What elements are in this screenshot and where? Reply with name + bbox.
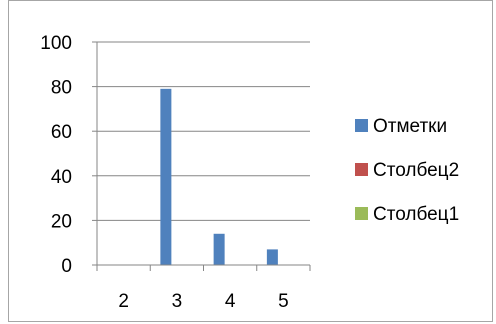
axes <box>92 41 311 271</box>
y-tick-label: 60 <box>51 122 72 143</box>
y-tick-label: 20 <box>51 211 72 232</box>
legend-swatch <box>355 163 368 176</box>
x-axis-tick-labels: 2 3 4 5 <box>118 291 288 312</box>
y-tick-label: 0 <box>61 256 72 277</box>
y-tick-label: 80 <box>51 78 72 99</box>
legend: Отметки Столбец2 Столбец1 <box>355 116 459 225</box>
bars <box>160 88 278 265</box>
legend-label: Столбец2 <box>373 160 459 181</box>
x-tick-label: 4 <box>225 291 236 312</box>
legend-label: Отметки <box>373 116 447 137</box>
chart-frame <box>8 0 493 322</box>
x-tick-label: 3 <box>172 291 183 312</box>
y-tick-label: 100 <box>40 33 72 54</box>
bar-5-series-1 <box>266 249 278 265</box>
x-tick-label: 2 <box>118 291 129 312</box>
x-tick-label: 5 <box>278 291 289 312</box>
legend-swatch <box>355 119 368 132</box>
gridlines <box>97 41 310 221</box>
y-axis-tick-labels: 0 20 40 60 80 100 <box>40 33 72 277</box>
bar-4-series-1 <box>213 233 225 265</box>
legend-label: Столбец1 <box>373 204 459 225</box>
bar-3-series-1 <box>160 88 172 265</box>
y-tick-label: 40 <box>51 167 72 188</box>
legend-swatch <box>355 207 368 220</box>
